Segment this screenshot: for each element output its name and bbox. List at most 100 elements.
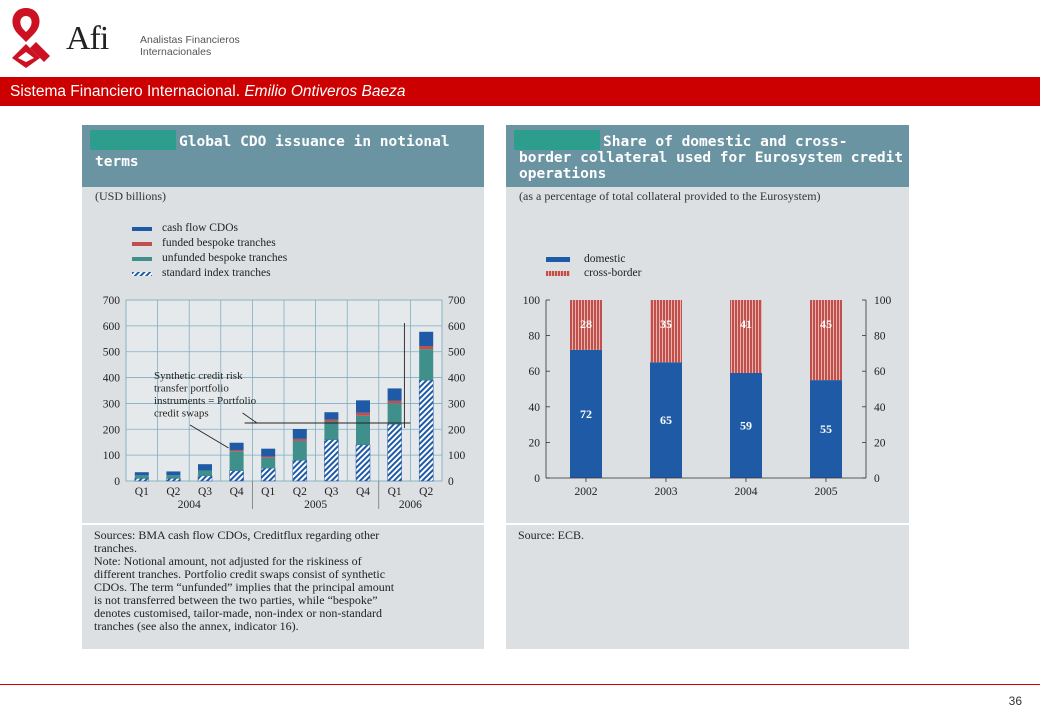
bar-segment xyxy=(197,475,213,482)
bar-segment xyxy=(229,451,244,471)
legend-swatch xyxy=(546,257,570,262)
title-bar: Sistema Financiero Internacional. Emilio… xyxy=(0,77,1040,106)
y-tick-label-right: 100 xyxy=(874,295,892,307)
legend-swatch xyxy=(132,242,152,246)
y-tick-label-left: 20 xyxy=(529,437,541,449)
bar-segment xyxy=(387,403,402,425)
afi-logo: Afi Analistas Financieros Internacionale… xyxy=(6,4,266,70)
bar-segment xyxy=(292,460,308,482)
right-panel-chip xyxy=(514,130,600,150)
bar-segment xyxy=(134,478,150,482)
annotation-arrow xyxy=(242,412,258,424)
left-note-line: denotes customised, tailor-made, non-ind… xyxy=(94,606,383,620)
y-tick-label-left: 40 xyxy=(529,402,541,414)
bar-domestic xyxy=(650,362,682,478)
right-panel-footer: Source: ECB. xyxy=(506,523,909,649)
bar-segment xyxy=(387,423,402,482)
x-tick-label: Q4 xyxy=(230,486,244,498)
bar-segment xyxy=(134,472,149,476)
y-tick-label-right: 80 xyxy=(874,331,886,343)
bar-segment xyxy=(419,349,434,381)
annotation-text: Synthetic credit risk xyxy=(154,370,243,382)
bar-segment xyxy=(419,331,434,347)
x-tick-label: 2002 xyxy=(575,486,598,498)
bar-segment xyxy=(229,442,244,450)
left-chart-panel: Global CDO issuance in notional terms (U… xyxy=(82,125,484,649)
bar-segment xyxy=(292,440,307,461)
left-note-line: Note: Notional amount, not adjusted for … xyxy=(94,554,362,568)
bar-segment xyxy=(198,470,212,476)
bar-segment xyxy=(355,444,371,482)
bar-segment xyxy=(229,449,244,452)
right-panel-title-2: border collateral used for Eurosystem cr… xyxy=(519,150,904,182)
y-tick-label-right: 700 xyxy=(448,295,466,307)
left-note-line: Sources: BMA cash flow CDOs, Creditflux … xyxy=(94,528,380,542)
y-tick-label-right: 400 xyxy=(448,373,466,385)
bar-segment xyxy=(324,419,339,422)
y-tick-label-right: 200 xyxy=(448,424,466,436)
left-panel-title: Global CDO issuance in notional xyxy=(179,134,450,150)
bar-cross-border xyxy=(730,300,762,373)
right-chart-panel: Share of domestic and cross- border coll… xyxy=(506,125,909,649)
eurosystem-collateral-chart: domestic cross-border 72 28 65 35 59 41 55 45 0 0… xyxy=(523,253,892,498)
data-label-cross-border: 28 xyxy=(580,317,592,331)
y-tick-label-left: 700 xyxy=(103,295,121,307)
y-tick-label-left: 60 xyxy=(529,366,541,378)
bar-segment xyxy=(356,400,370,413)
footer-divider xyxy=(0,684,1040,685)
x-tick-label: Q1 xyxy=(135,486,149,498)
legend-swatch xyxy=(546,271,570,276)
y-tick-label-left: 500 xyxy=(103,347,121,359)
logo-text: Afi xyxy=(66,20,109,57)
data-label-cross-border: 45 xyxy=(820,317,832,331)
y-tick-label-right: 600 xyxy=(448,321,466,333)
y-tick-label-left: 100 xyxy=(103,450,121,462)
left-panel-footer: Sources: BMA cash flow CDOs, Creditflux … xyxy=(82,523,484,649)
bar-segment xyxy=(324,412,339,420)
y-tick-label-left: 0 xyxy=(534,473,540,485)
left-panel-notes: Sources: BMA cash flow CDOs, Creditflux … xyxy=(94,529,472,633)
left-panel-header: Global CDO issuance in notional terms xyxy=(82,125,484,187)
page-title: Sistema Financiero Internacional. Emilio… xyxy=(10,83,406,100)
y-tick-label-left: 200 xyxy=(103,424,121,436)
y-tick-label-right: 40 xyxy=(874,402,886,414)
right-panel-title: Share of domestic and cross- xyxy=(603,134,848,150)
page-number: 36 xyxy=(1008,694,1022,708)
y-tick-label-left: 600 xyxy=(103,321,121,333)
left-note-line: different tranches. Portfolio credit swa… xyxy=(94,567,386,581)
bar-segment xyxy=(387,400,402,404)
bar-segment xyxy=(292,438,307,441)
x-year-label: 2006 xyxy=(399,499,422,511)
bar-segment xyxy=(324,439,339,482)
bar-domestic xyxy=(810,380,842,478)
x-tick-label: 2004 xyxy=(735,486,758,498)
legend-label: cross-border xyxy=(584,267,642,279)
data-label-domestic: 72 xyxy=(580,407,592,421)
y-tick-label-right: 0 xyxy=(874,473,880,485)
y-tick-label-right: 0 xyxy=(448,476,454,488)
y-tick-label-left: 100 xyxy=(523,295,541,307)
bar-segment xyxy=(229,470,244,482)
x-tick-label: 2005 xyxy=(815,486,838,498)
data-label-domestic: 55 xyxy=(820,422,832,436)
x-tick-label: Q4 xyxy=(356,486,370,498)
y-tick-label-left: 0 xyxy=(114,476,120,488)
y-tick-label-right: 20 xyxy=(874,437,886,449)
bar-cross-border xyxy=(810,300,842,381)
bar-cross-border xyxy=(570,300,602,350)
bar-segment xyxy=(261,456,276,458)
logo-subtitle: Analistas Financieros Internacionales xyxy=(140,34,240,58)
right-panel-source: Source: ECB. xyxy=(518,528,584,542)
bar-segment xyxy=(418,379,434,482)
left-note-line: tranches. xyxy=(94,541,137,555)
bar-segment xyxy=(261,448,276,457)
legend-label: funded bespoke tranches xyxy=(162,237,276,249)
bar-domestic xyxy=(730,372,762,478)
y-tick-label-left: 400 xyxy=(103,373,121,385)
y-tick-label-right: 300 xyxy=(448,398,466,410)
data-label-domestic: 65 xyxy=(660,413,672,427)
bar-cross-border xyxy=(650,300,682,363)
bar-segment xyxy=(387,388,402,401)
bar-domestic xyxy=(570,349,602,478)
right-panel-subtitle: (as a percentage of total collateral pro… xyxy=(519,189,821,203)
